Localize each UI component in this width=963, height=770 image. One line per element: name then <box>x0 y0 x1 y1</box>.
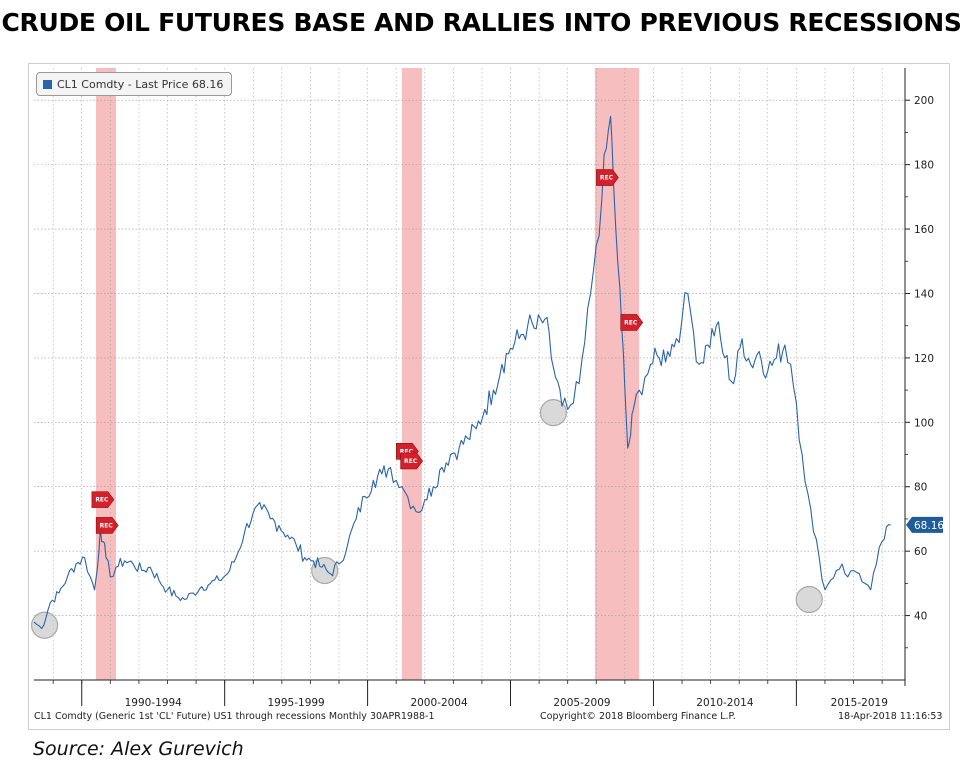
last-price-label: 68.16 <box>914 520 944 532</box>
y-tick-label: 40 <box>914 611 927 623</box>
rec-marker: REC <box>620 314 644 331</box>
y-tick-label: 200 <box>914 95 934 107</box>
rec-marker: REC <box>95 517 119 534</box>
base-circle <box>30 611 59 639</box>
rec-marker-label: REC <box>95 497 109 504</box>
x-period-label: 2005-2009 <box>553 697 610 709</box>
base-circle <box>795 585 823 614</box>
y-tick-label: 120 <box>914 353 934 365</box>
headline: CRUDE OIL FUTURES BASE AND RALLIES INTO … <box>1 8 962 37</box>
footer-series-info: CL1 Comdty (Generic 1st 'CL' Future) US1… <box>34 711 435 722</box>
rec-marker: REC <box>91 491 115 508</box>
source-credit: Source: Alex Gurevich <box>33 738 244 760</box>
rec-marker: REC <box>400 452 423 470</box>
x-period-label: 2000-2004 <box>410 697 468 709</box>
price-line <box>33 115 891 630</box>
y-tick-label: 80 <box>914 482 927 494</box>
recession-band <box>594 68 640 680</box>
base-circle <box>311 556 339 585</box>
rec-marker-label: REC <box>400 448 414 455</box>
rec-marker-shape <box>95 517 119 534</box>
y-tick-label: 60 <box>914 546 927 558</box>
rec-marker-label: REC <box>600 175 614 182</box>
legend-swatch <box>43 79 52 89</box>
last-price-tag: 68.16 <box>906 516 944 533</box>
rec-marker-label: REC <box>624 319 638 326</box>
y-tick-label: 160 <box>914 224 934 236</box>
last-price-tag-shape <box>906 516 943 533</box>
x-period-label: 1990-1994 <box>125 697 183 709</box>
y-tick-label: 140 <box>914 288 934 300</box>
footer-copyright: Copyright© 2018 Bloomberg Finance L.P. <box>540 711 736 722</box>
x-period-label: 1995-1999 <box>268 697 325 709</box>
legend-label: CL1 Comdty - Last Price 68.16 <box>57 77 224 91</box>
rec-marker-shape <box>596 169 619 186</box>
y-tick-label: 180 <box>914 160 934 172</box>
base-circle <box>539 399 567 427</box>
x-period-label: 2015-2019 <box>831 697 888 709</box>
y-tick-label: 100 <box>914 417 934 429</box>
chart-legend: CL1 Comdty - Last Price 68.16 <box>36 72 233 96</box>
rec-marker: REC <box>596 169 619 186</box>
rec-marker-shape <box>620 314 644 331</box>
rec-marker-shape <box>400 452 423 470</box>
x-period-label: 2010-2014 <box>696 697 754 709</box>
recession-band <box>96 68 117 680</box>
rec-marker-label: REC <box>100 522 114 529</box>
footer-timestamp: 18-Apr-2018 11:16:53 <box>838 711 943 722</box>
recession-band <box>401 68 422 680</box>
rec-marker-shape <box>91 491 115 508</box>
rec-marker-label: REC <box>404 458 418 465</box>
